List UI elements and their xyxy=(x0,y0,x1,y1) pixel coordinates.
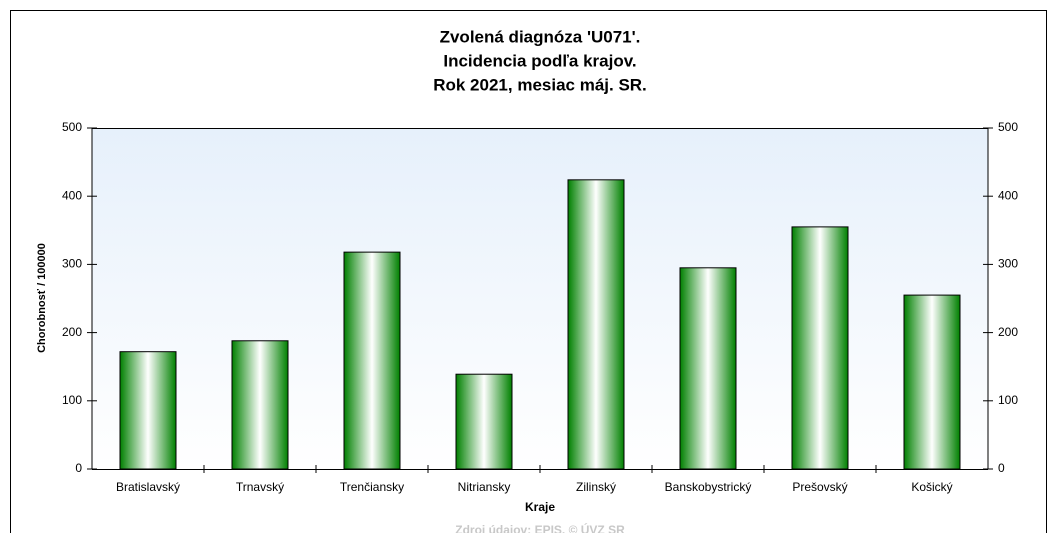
x-tick-label: Zilinský xyxy=(576,480,616,494)
x-tick-label: Banskobystrický xyxy=(665,480,752,494)
x-tick-label: Prešovský xyxy=(792,480,847,494)
y-tick-label: 500 xyxy=(62,120,82,134)
plot-area xyxy=(92,128,988,469)
y-axis-label: Chorobnosť / 100000 xyxy=(36,243,48,353)
chart-title: Rok 2021, mesiac máj. SR. xyxy=(433,75,647,94)
y2-tick-label: 300 xyxy=(998,257,1018,271)
y-tick-label: 0 xyxy=(75,461,82,475)
bar xyxy=(903,294,961,470)
x-axis-label: Kraje xyxy=(525,500,555,514)
chart-title: Zvolená diagnóza 'U071'. xyxy=(440,27,641,46)
y-tick-label: 100 xyxy=(62,393,82,407)
bar xyxy=(119,351,177,470)
x-tick-label: Nitriansky xyxy=(458,480,511,494)
y-tick-label: 200 xyxy=(62,325,82,339)
y2-tick-label: 500 xyxy=(998,120,1018,134)
y2-tick-label: 400 xyxy=(998,188,1018,202)
y-tick-label: 400 xyxy=(62,188,82,202)
x-tick-label: Bratislavský xyxy=(116,480,180,494)
y2-tick-label: 0 xyxy=(998,461,1005,475)
bar xyxy=(791,226,849,470)
bar xyxy=(679,267,737,470)
chart-title: Incidencia podľa krajov. xyxy=(443,51,636,70)
bar xyxy=(343,251,401,470)
y2-tick-label: 100 xyxy=(998,393,1018,407)
y-tick-label: 300 xyxy=(62,257,82,271)
bar xyxy=(455,373,513,470)
bar xyxy=(567,179,625,470)
x-tick-label: Košický xyxy=(911,480,952,494)
frame xyxy=(10,10,1047,533)
x-tick-label: Trenčiansky xyxy=(340,480,404,494)
bar xyxy=(231,340,289,470)
x-tick-label: Trnavský xyxy=(236,480,284,494)
source-note: Zdroj údajov: EPIS, © ÚVZ SR xyxy=(455,522,625,533)
y2-tick-label: 200 xyxy=(998,325,1018,339)
